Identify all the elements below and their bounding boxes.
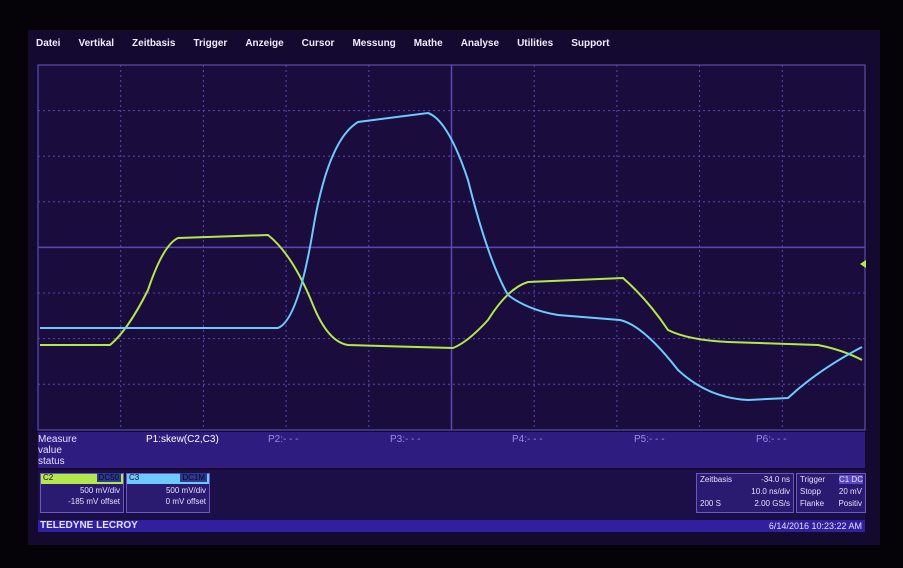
timebase-samples: 200 S [700,499,721,508]
timestamp: 6/14/2016 10:23:22 AM [769,521,862,531]
brand: TELEDYNE LECROY [40,520,138,531]
channel-scale: 500 mV/div [80,486,120,495]
measure-param: P4:- - - [512,434,543,445]
channel-name: C2 [43,473,53,482]
measure-param: P3:- - - [390,434,421,445]
trigger-type: Flanke [800,499,824,508]
channel-offset: -185 mV offset [68,497,120,506]
measure-param: P1:skew(C2,C3) [146,434,219,445]
trigger-slope: Positiv [838,499,862,508]
footer-bar [38,520,865,532]
measure-label: status [38,456,65,467]
trigger-source: C1 DC [839,475,863,484]
trigger-label: Trigger [800,475,825,484]
channel-coupling: DC1M [180,473,207,482]
timebase-label: Zeitbasis [700,475,732,484]
waveform-display [28,30,880,545]
trigger-level: 20 mV [839,487,862,496]
timebase-rate: 2.00 GS/s [754,499,790,508]
trigger-box[interactable]: Trigger C1 DC Stopp 20 mV Flanke Positiv [796,473,866,513]
measure-param: P6:- - - [756,434,787,445]
page: DateiVertikalZeitbasisTriggerAnzeigeCurs… [0,0,903,568]
channel-offset: 0 mV offset [166,497,206,506]
timebase-delay: -34.0 ns [761,475,790,484]
channel-scale: 500 mV/div [166,486,206,495]
trigger-mode: Stopp [800,487,821,496]
channel-box[interactable]: C3 DC1M 500 mV/div 0 mV offset [126,473,210,513]
measure-label: Measure [38,434,77,445]
measure-param: P5:- - - [634,434,665,445]
channel-coupling: DC50 [97,473,121,482]
channel-box[interactable]: C2 DC50 500 mV/div -185 mV offset [40,473,124,513]
measure-param: P2:- - - [268,434,299,445]
timebase-scale: 10.0 ns/div [751,487,790,496]
channel-name: C3 [129,473,139,482]
measure-label: value [38,445,62,456]
timebase-box[interactable]: Zeitbasis -34.0 ns 10.0 ns/div 200 S 2.00 GS… [696,473,794,513]
